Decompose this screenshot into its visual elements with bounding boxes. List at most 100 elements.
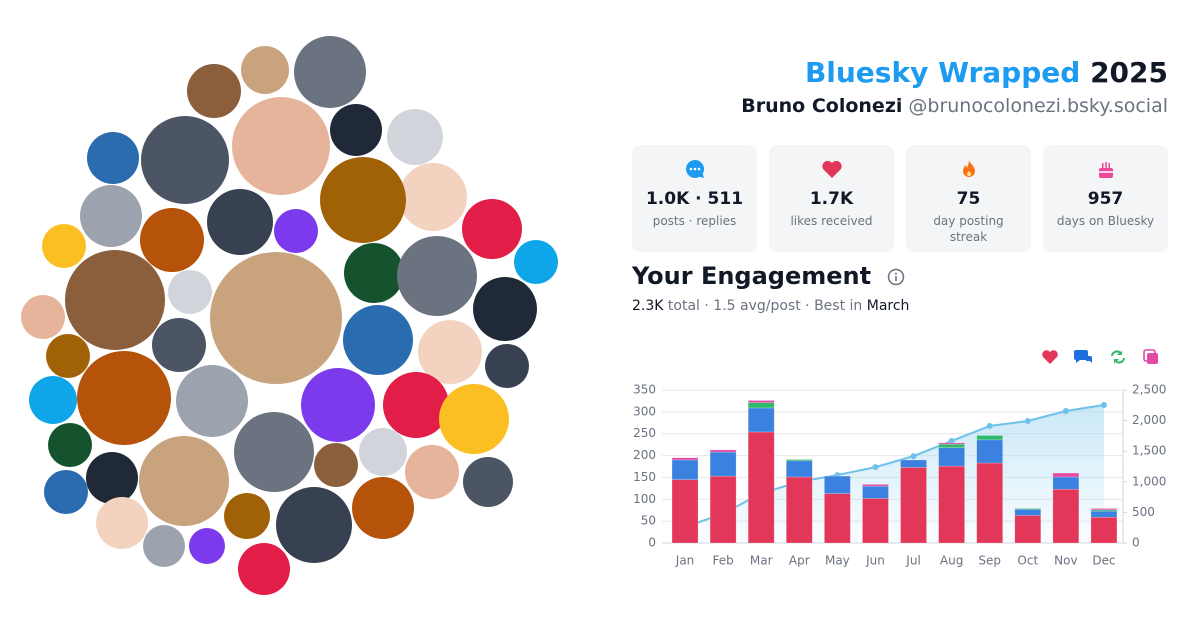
- avatar[interactable]: [143, 525, 185, 567]
- avatar[interactable]: [463, 457, 513, 507]
- avatar[interactable]: [140, 208, 204, 272]
- x-tick-label: Mar: [750, 554, 773, 568]
- avatar[interactable]: [359, 428, 407, 476]
- bar-segment: [862, 484, 889, 487]
- legend: [1042, 349, 1158, 364]
- avatar[interactable]: [274, 209, 318, 253]
- avatar[interactable]: [439, 384, 509, 454]
- avatar[interactable]: [238, 543, 290, 595]
- avatar[interactable]: [210, 252, 342, 384]
- bar-segment: [671, 479, 699, 544]
- posts-icon: [685, 159, 704, 178]
- avatar[interactable]: [399, 163, 467, 231]
- stat-card: 75 day posting streak: [906, 145, 1031, 252]
- avatar[interactable]: [46, 334, 90, 378]
- avatar[interactable]: [86, 452, 138, 504]
- avatar[interactable]: [152, 318, 206, 372]
- avatar[interactable]: [383, 372, 449, 438]
- stat-value: 75: [956, 189, 981, 209]
- avatar[interactable]: [44, 470, 88, 514]
- avatar[interactable]: [405, 445, 459, 499]
- avatar[interactable]: [77, 351, 171, 445]
- legend-reposts-icon[interactable]: [1111, 350, 1125, 364]
- avatar[interactable]: [207, 189, 273, 255]
- avatar-cloud: [21, 36, 558, 595]
- avatar[interactable]: [397, 236, 477, 316]
- avatar[interactable]: [168, 270, 212, 314]
- avatar[interactable]: [176, 365, 248, 437]
- x-tick-label: May: [825, 554, 850, 568]
- bar-segment: [1014, 515, 1042, 544]
- legend-replies-icon[interactable]: [1074, 350, 1092, 363]
- y-tick-label: 250: [633, 426, 656, 440]
- avatar[interactable]: [96, 497, 148, 549]
- y-tick-label: 200: [633, 448, 656, 462]
- avatar[interactable]: [462, 199, 522, 259]
- x-tick-label: Jan: [675, 554, 695, 568]
- legend-quotes-icon-back[interactable]: [1143, 349, 1156, 362]
- avatar[interactable]: [514, 240, 558, 284]
- avatar[interactable]: [344, 243, 404, 303]
- y2-tick-label: 0: [1132, 536, 1140, 550]
- avatar[interactable]: [485, 344, 529, 388]
- avatar[interactable]: [87, 132, 139, 184]
- avatar[interactable]: [320, 157, 406, 243]
- bar-segment: [938, 465, 965, 544]
- avatar[interactable]: [232, 97, 330, 195]
- x-tick-label: Jul: [905, 554, 920, 568]
- avatar[interactable]: [189, 528, 225, 564]
- avatar[interactable]: [330, 104, 382, 156]
- avatar[interactable]: [224, 493, 270, 539]
- bar-segment: [938, 447, 965, 467]
- avatar[interactable]: [473, 277, 537, 341]
- stat-card: 1.0K · 511 posts · replies: [632, 145, 757, 252]
- y-tick-label: 0: [648, 536, 656, 550]
- stat-label: likes received: [790, 214, 873, 228]
- avatar[interactable]: [141, 116, 229, 204]
- title-year: 2025: [1090, 56, 1168, 89]
- bar-segment: [747, 402, 775, 409]
- bar-segment: [709, 451, 737, 477]
- avatar[interactable]: [294, 36, 366, 108]
- avatar[interactable]: [343, 305, 413, 375]
- line-point: [948, 437, 955, 444]
- y2-tick-label: 1,000: [1132, 474, 1166, 488]
- avatar[interactable]: [301, 368, 375, 442]
- bar-segment: [1090, 510, 1118, 518]
- stat-label: days on Bluesky: [1056, 214, 1155, 228]
- x-tick-label: Sep: [978, 554, 1001, 568]
- bar-segment: [1052, 472, 1080, 478]
- bar-segment: [976, 435, 1004, 441]
- avatar[interactable]: [65, 250, 165, 350]
- avatar[interactable]: [418, 320, 482, 384]
- avatar[interactable]: [387, 109, 443, 165]
- streak-icon: [962, 160, 975, 177]
- user-name: Bruno Colonezi: [741, 95, 903, 117]
- x-tick-label: Jun: [865, 554, 885, 568]
- y2-tick-label: 500: [1132, 505, 1155, 519]
- legend-likes-icon[interactable]: [1042, 350, 1058, 364]
- legend-quotes-icon[interactable]: [1147, 353, 1158, 364]
- y2-tick-label: 1,500: [1132, 444, 1166, 458]
- avatar[interactable]: [241, 46, 289, 94]
- avatar[interactable]: [352, 477, 414, 539]
- bar-segment: [1090, 508, 1118, 511]
- avatar[interactable]: [80, 185, 142, 247]
- bar-segment: [1014, 509, 1042, 516]
- best-month: March: [866, 298, 910, 314]
- avatar[interactable]: [42, 224, 86, 268]
- line-point: [1100, 401, 1107, 408]
- bar-segment: [671, 457, 699, 461]
- avatar[interactable]: [29, 376, 77, 424]
- avatar[interactable]: [314, 443, 358, 487]
- avatar[interactable]: [187, 64, 241, 118]
- y-tick-label: 150: [633, 470, 656, 484]
- avatar[interactable]: [276, 487, 352, 563]
- avatar[interactable]: [234, 412, 314, 492]
- avatar[interactable]: [139, 436, 229, 526]
- avatar[interactable]: [21, 295, 65, 339]
- info-icon[interactable]: [887, 268, 905, 286]
- avatar[interactable]: [48, 423, 92, 467]
